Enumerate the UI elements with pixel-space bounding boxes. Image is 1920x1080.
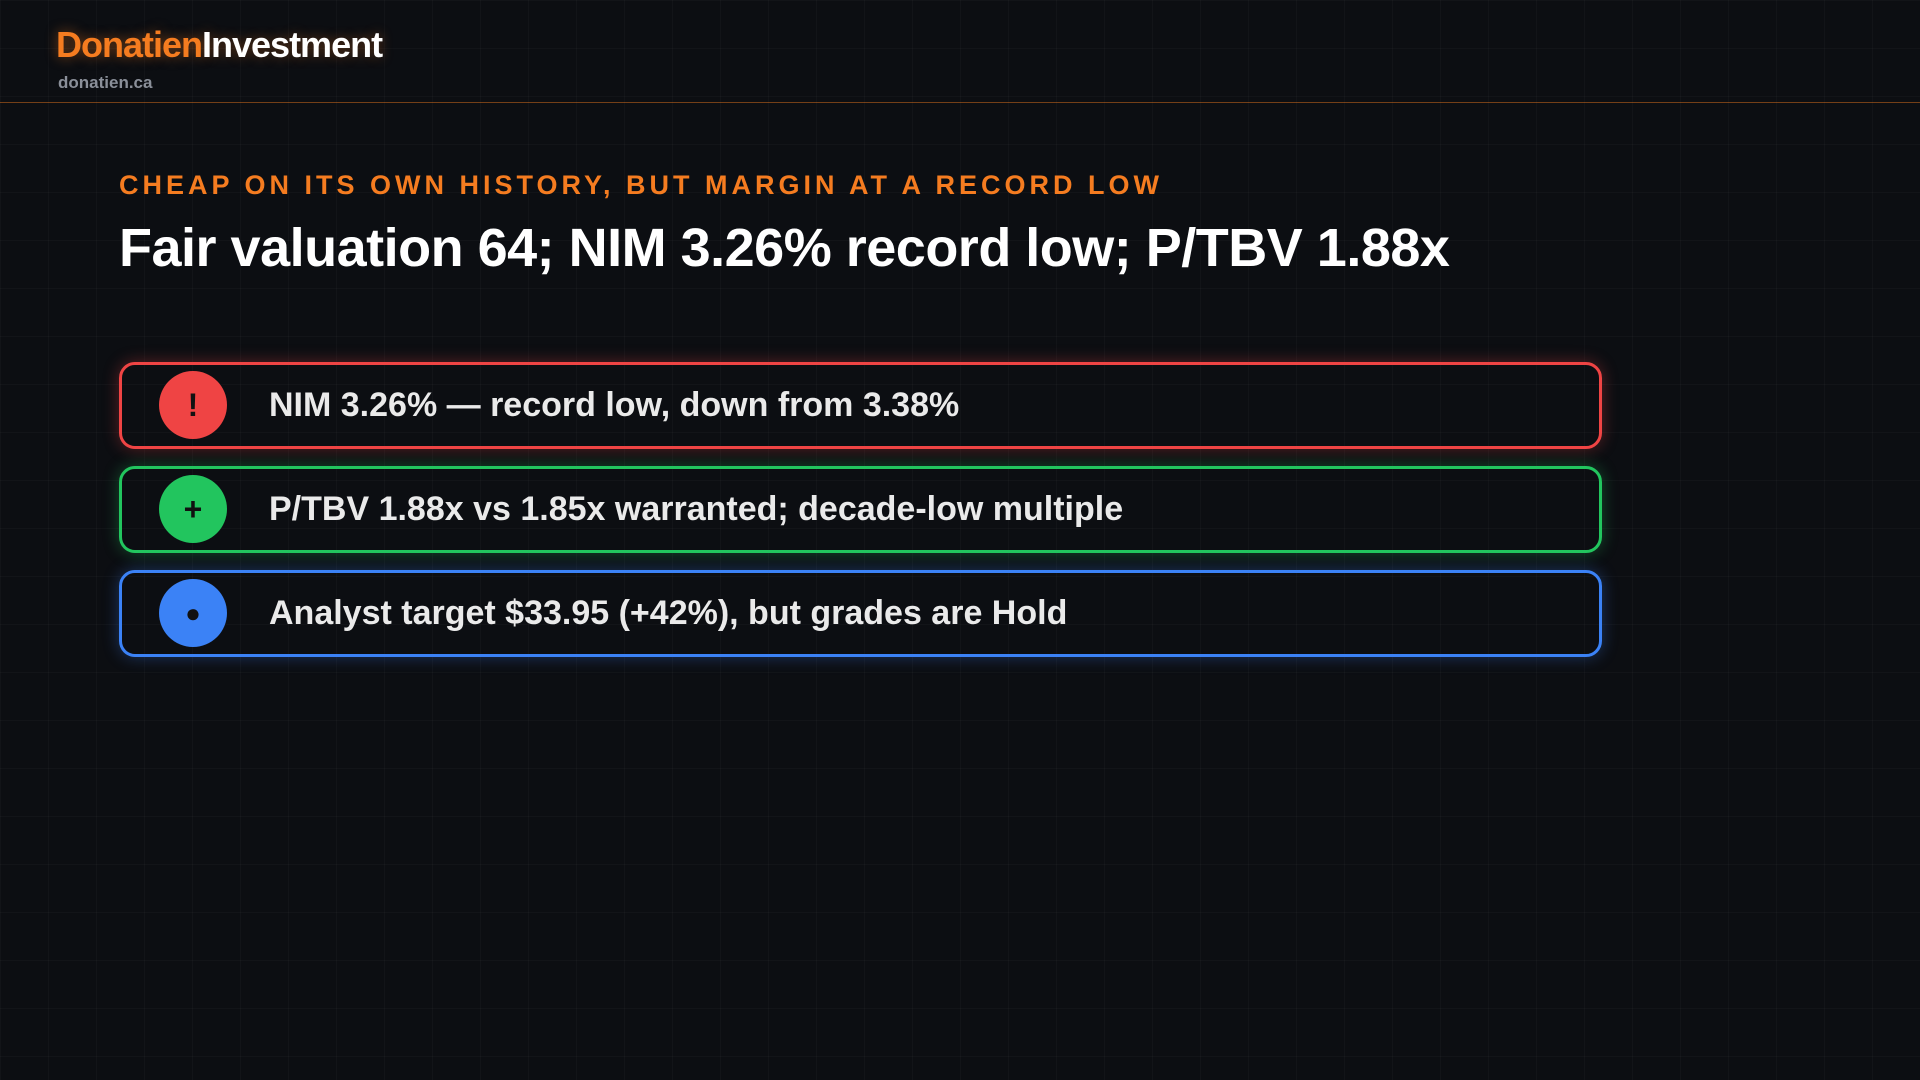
card-text: P/TBV 1.88x vs 1.85x warranted; decade-l… bbox=[269, 490, 1124, 528]
card-text: NIM 3.26% — record low, down from 3.38% bbox=[269, 386, 960, 424]
icon: + bbox=[159, 475, 227, 543]
card: ! NIM 3.26% — record low, down from 3.38… bbox=[119, 362, 1602, 449]
kicker: CHEAP ON ITS OWN HISTORY, BUT MARGIN AT … bbox=[119, 170, 1163, 200]
brand: DonatienInvestment bbox=[56, 24, 383, 66]
icon: ! bbox=[159, 371, 227, 439]
brand-second: Investment bbox=[202, 24, 383, 65]
title: Fair valuation 64; NIM 3.26% record low;… bbox=[119, 218, 1450, 278]
card-text: Analyst target $33.95 (+42%), but grades… bbox=[269, 594, 1068, 632]
icon: ● bbox=[159, 579, 227, 647]
header-rule bbox=[0, 102, 1920, 103]
card: ● Analyst target $33.95 (+42%), but grad… bbox=[119, 570, 1602, 657]
card: + P/TBV 1.88x vs 1.85x warranted; decade… bbox=[119, 466, 1602, 553]
site: donatien.ca bbox=[58, 73, 153, 92]
brand-first: Donatien bbox=[56, 24, 203, 65]
